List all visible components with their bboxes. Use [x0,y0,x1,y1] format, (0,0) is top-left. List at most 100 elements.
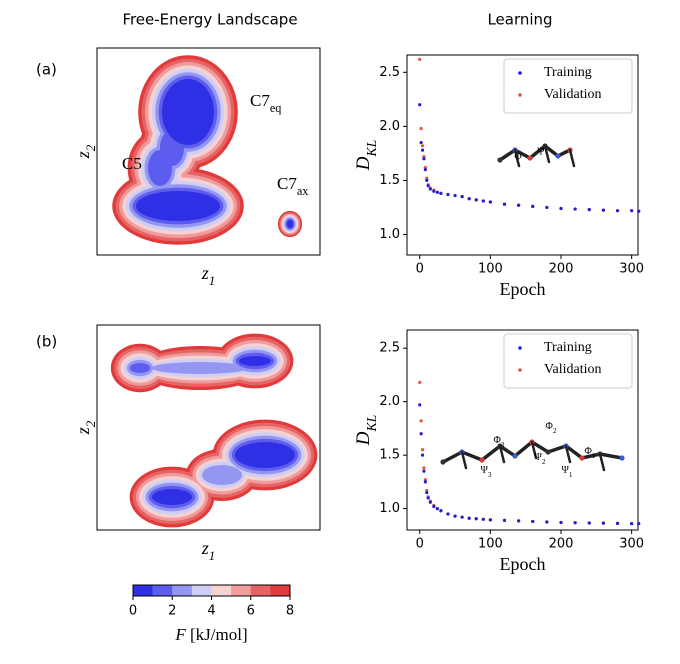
data-point [423,480,427,484]
molecule-label-sub: 1 [592,452,596,460]
x-tick-label: 100 [478,262,503,277]
data-point [481,199,485,203]
molecule-label-sub: 3 [501,441,505,449]
x-axis-label-sub: 1 [209,548,215,563]
molecule-label-main: Φ [546,421,553,432]
x-tick-label: 0 [416,262,424,277]
data-point [422,157,426,161]
contour-map [110,333,318,528]
data-point [630,209,634,213]
y-axis-label-sub: KL [364,415,379,433]
contour-level [152,489,192,505]
colorbar-label: F [kJ/mol] [174,625,247,644]
data-point [481,517,485,521]
molecule-atom [479,457,485,463]
colorbar-segment [231,585,252,596]
data-point [630,521,634,526]
molecule-bond [460,450,468,470]
legend-label: Training [544,65,592,80]
plot-frame [406,329,639,531]
annotation: C7ax [277,174,308,198]
annotation-sub: ax [297,184,309,198]
legend-marker [518,71,522,75]
contour-level [287,220,293,228]
colorbar-tick-label: 4 [207,604,215,619]
plot-frame [96,47,321,256]
plot-frame [96,324,321,531]
data-point [419,140,423,145]
legend-box [503,333,633,389]
data-point [420,148,425,152]
data-point [559,206,563,211]
x-axis-label: z1 [201,538,216,563]
legend-marker [518,346,522,350]
data-point [422,469,426,473]
colorbar-tick-label: 2 [168,604,176,619]
data-point [418,380,422,385]
annotation-main: C7 [277,174,297,193]
molecule-bond [543,144,551,164]
molecule-label: Φ1 [585,446,596,459]
x-tick-label: 300 [619,262,644,277]
data-point [587,207,591,212]
legend-label: Training [544,340,592,355]
data-point [637,209,641,213]
plot-frame [406,54,639,256]
contour-level [136,191,220,221]
data-point [601,521,605,525]
data-point [428,500,432,504]
data-point [502,518,507,522]
legend-label: Validation [544,87,602,102]
x-axis-label-main: z [201,263,209,283]
contour-level [235,442,295,468]
molecule-atom [579,455,585,461]
y-tick-label: 2.5 [379,65,400,80]
molecule-bond [498,444,506,464]
x-axis-label: Epoch [500,554,546,574]
contour-map [112,55,303,245]
y-axis-label-main: D [353,156,374,171]
y-tick-label: 1.5 [379,173,400,188]
data-point [426,496,430,500]
column-title: Learning [487,11,552,29]
data-point [453,514,457,518]
colorbar-segment [211,585,232,596]
data-point [439,509,443,513]
data-point [418,403,422,407]
molecule-label-main: Φ [494,435,501,446]
data-point [488,200,492,204]
data-point [488,518,492,522]
molecule-label-main: Ψ [481,465,489,476]
x-tick-label: 0 [416,537,424,552]
data-point [517,519,521,523]
molecule-atom [440,459,446,465]
data-point [423,167,427,172]
x-tick-label: 200 [549,537,574,552]
panel-label: (a) [36,61,57,79]
y-tick-label: 2.0 [379,394,400,409]
x-tick-label: 300 [619,537,644,552]
data-point [426,184,430,188]
data-point [474,198,478,202]
molecule-atom [619,455,625,461]
data-point [559,520,563,525]
data-point [425,178,429,183]
data-point [545,205,549,210]
data-point [460,515,464,519]
molecule-atom [512,453,518,459]
data-point [439,191,443,195]
data-point [419,419,423,423]
y-tick-label: 2.0 [379,119,400,134]
colorbar-tick-label: 6 [247,604,255,619]
data-point [467,516,471,520]
molecule-label-main: Φ [585,446,592,457]
data-point [601,208,605,212]
y-tick-label: 1.0 [379,501,400,516]
data-point [435,190,439,194]
contour-level [152,362,248,374]
y-tick-label: 1.5 [379,448,400,463]
y-axis-label-sub: KL [364,140,379,158]
colorbar-label-var: F [174,625,186,644]
y-axis-label-sub: 2 [83,144,98,151]
